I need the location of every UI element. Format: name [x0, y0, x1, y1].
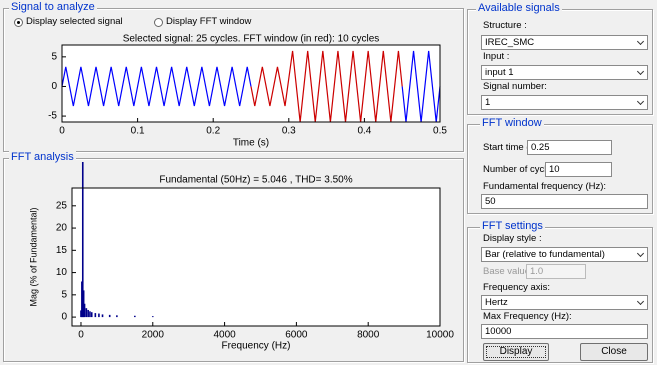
signal-line [61, 66, 252, 107]
display-button[interactable]: Display [483, 343, 549, 361]
field-label: Base value: [483, 266, 533, 277]
y-tick-label: 5 [51, 51, 57, 62]
field-label: Fundamental frequency (Hz): [483, 181, 607, 192]
radio-label[interactable]: Display selected signal [26, 16, 123, 27]
panel-title: FFT analysis [9, 151, 76, 163]
plot-area [72, 188, 440, 326]
spectrum-bar [108, 314, 111, 318]
x-tick-label: 8000 [357, 330, 380, 341]
x-tick-label: 6000 [285, 330, 308, 341]
chart-title: Fundamental (50Hz) = 5.046 , THD= 3.50% [159, 175, 352, 186]
field-label: Max Frequency (Hz): [483, 311, 572, 322]
x-tick-label: 0.1 [131, 126, 145, 137]
x-tick-label: 10000 [426, 330, 454, 341]
axes-frame [61, 44, 441, 123]
max-frequency-input[interactable]: 10000 [481, 324, 648, 339]
panel-title: FFT settings [480, 220, 545, 232]
radio-button[interactable] [14, 18, 23, 27]
x-axis-label: Time (s) [233, 138, 269, 149]
signal-panel [3, 8, 464, 152]
y-tick-label: 10 [56, 267, 68, 278]
fft-settings-panel [467, 227, 653, 363]
spectrum-bar [80, 310, 82, 318]
panel-title: Available signals [476, 2, 562, 14]
axes-frame [71, 187, 441, 327]
spectrum-bar [83, 303, 86, 318]
frequency-axis-select[interactable]: Hertz [481, 295, 648, 310]
field-label: Structure : [483, 20, 527, 31]
field-label: Number of cycles: [483, 164, 560, 175]
x-tick-label: 0 [59, 126, 65, 137]
spectrum-bar [82, 290, 85, 318]
y-axis-label: Mag (% of Fundamental) [28, 207, 38, 306]
signal-number-select[interactable]: 1 [481, 95, 648, 110]
spectrum-bar [151, 316, 154, 318]
field-label: Input : [483, 51, 510, 62]
spectrum-bar [81, 162, 84, 318]
spectrum-bar [116, 315, 118, 318]
fft-analysis-panel [3, 158, 464, 362]
y-tick-label: 0 [61, 312, 67, 323]
y-tick-label: 0 [51, 81, 57, 92]
spectrum-bar [81, 281, 83, 318]
y-tick-label: 25 [56, 200, 68, 211]
spectrum-bar [89, 311, 91, 318]
x-tick-label: 2000 [142, 330, 165, 341]
radio-label[interactable]: Display FFT window [166, 16, 252, 27]
x-tick-label: 0.3 [282, 126, 296, 137]
panel-title: FFT window [480, 117, 544, 129]
y-tick-label: 20 [56, 223, 68, 234]
chart-title: Selected signal: 25 cycles. FFT window (… [123, 34, 380, 45]
signal-line [250, 50, 403, 123]
field-label: Signal number: [483, 81, 547, 92]
start-time-input[interactable]: 0.25 [527, 140, 612, 155]
spectrum-bar [134, 315, 136, 318]
y-tick-label: 15 [56, 245, 68, 256]
x-tick-label: 0 [78, 330, 84, 341]
y-tick-label: -5 [48, 111, 57, 122]
x-tick-label: 0.2 [206, 126, 220, 137]
spectrum-bar [101, 314, 104, 318]
field-label: Display style : [483, 233, 542, 244]
field-label: Start time (s): [483, 142, 541, 153]
x-tick-label: 0.5 [433, 126, 447, 137]
x-tick-label: 0.4 [357, 126, 371, 137]
y-tick-label: 5 [61, 289, 67, 300]
structure-select[interactable]: IREC_SMC [481, 35, 648, 50]
display-style-select[interactable]: Bar (relative to fundamental) [481, 247, 648, 262]
fft-window-panel [467, 124, 653, 214]
x-tick-label: 4000 [213, 330, 236, 341]
close-button[interactable]: Close [580, 343, 648, 361]
x-axis-label: Frequency (Hz) [222, 341, 291, 352]
input-select[interactable]: input 1 [481, 65, 648, 80]
radio-button[interactable] [154, 18, 163, 27]
spectrum-bar [98, 313, 100, 318]
panel-title: Signal to analyze [9, 1, 97, 13]
fundamental-input[interactable]: 50 [481, 194, 648, 209]
spectrum-bar [90, 312, 93, 318]
spectrum-bar [85, 308, 88, 318]
spectrum-bar [94, 313, 97, 318]
base-value-input: 1.0 [526, 264, 586, 279]
cycles-input[interactable]: 10 [545, 162, 612, 177]
spectrum-bar [87, 309, 89, 318]
field-label: Frequency axis: [483, 282, 551, 293]
